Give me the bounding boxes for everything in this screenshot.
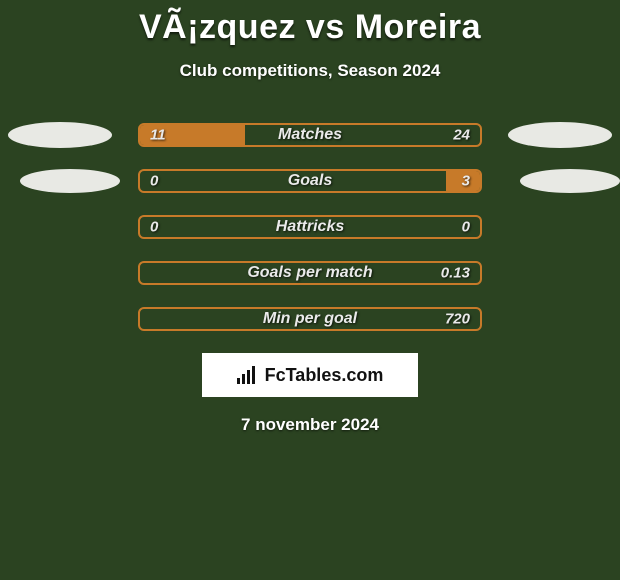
stat-label: Goals [288,172,332,190]
stat-label: Goals per match [247,264,372,282]
stat-value-left: 0 [150,219,158,236]
stat-value-right: 0 [462,219,470,236]
stat-value-right: 24 [453,127,470,144]
bar-chart-icon [237,366,259,384]
stat-row: 0 3 Goals [0,169,620,193]
stat-bar: 0 0 Hattricks [138,215,482,239]
footer-date: 7 november 2024 [0,415,620,435]
player-right-ellipse [520,169,620,193]
stat-value-right: 720 [445,311,470,328]
brand-badge: FcTables.com [202,353,418,397]
stat-label: Matches [278,126,342,144]
stat-bar: 0.13 Goals per match [138,261,482,285]
stat-bar: 720 Min per goal [138,307,482,331]
page-subtitle: Club competitions, Season 2024 [0,61,620,81]
stat-row: 720 Min per goal [0,307,620,331]
stats-container: 11 24 Matches 0 3 Goals 0 0 Hattricks 0.13 Goals p… [0,123,620,331]
stat-row: 0 0 Hattricks [0,215,620,239]
stat-label: Hattricks [276,218,344,236]
stat-row: 0.13 Goals per match [0,261,620,285]
player-left-ellipse [20,169,120,193]
player-right-ellipse [508,122,612,148]
stat-value-left: 11 [150,127,166,144]
stat-value-right: 3 [462,173,470,190]
stat-row: 11 24 Matches [0,123,620,147]
stat-bar: 11 24 Matches [138,123,482,147]
stat-value-right: 0.13 [441,265,470,282]
stat-bar: 0 3 Goals [138,169,482,193]
page-title: VÃ¡zquez vs Moreira [0,0,620,47]
stat-label: Min per goal [263,310,357,328]
player-left-ellipse [8,122,112,148]
stat-value-left: 0 [150,173,158,190]
brand-text: FcTables.com [265,365,384,386]
